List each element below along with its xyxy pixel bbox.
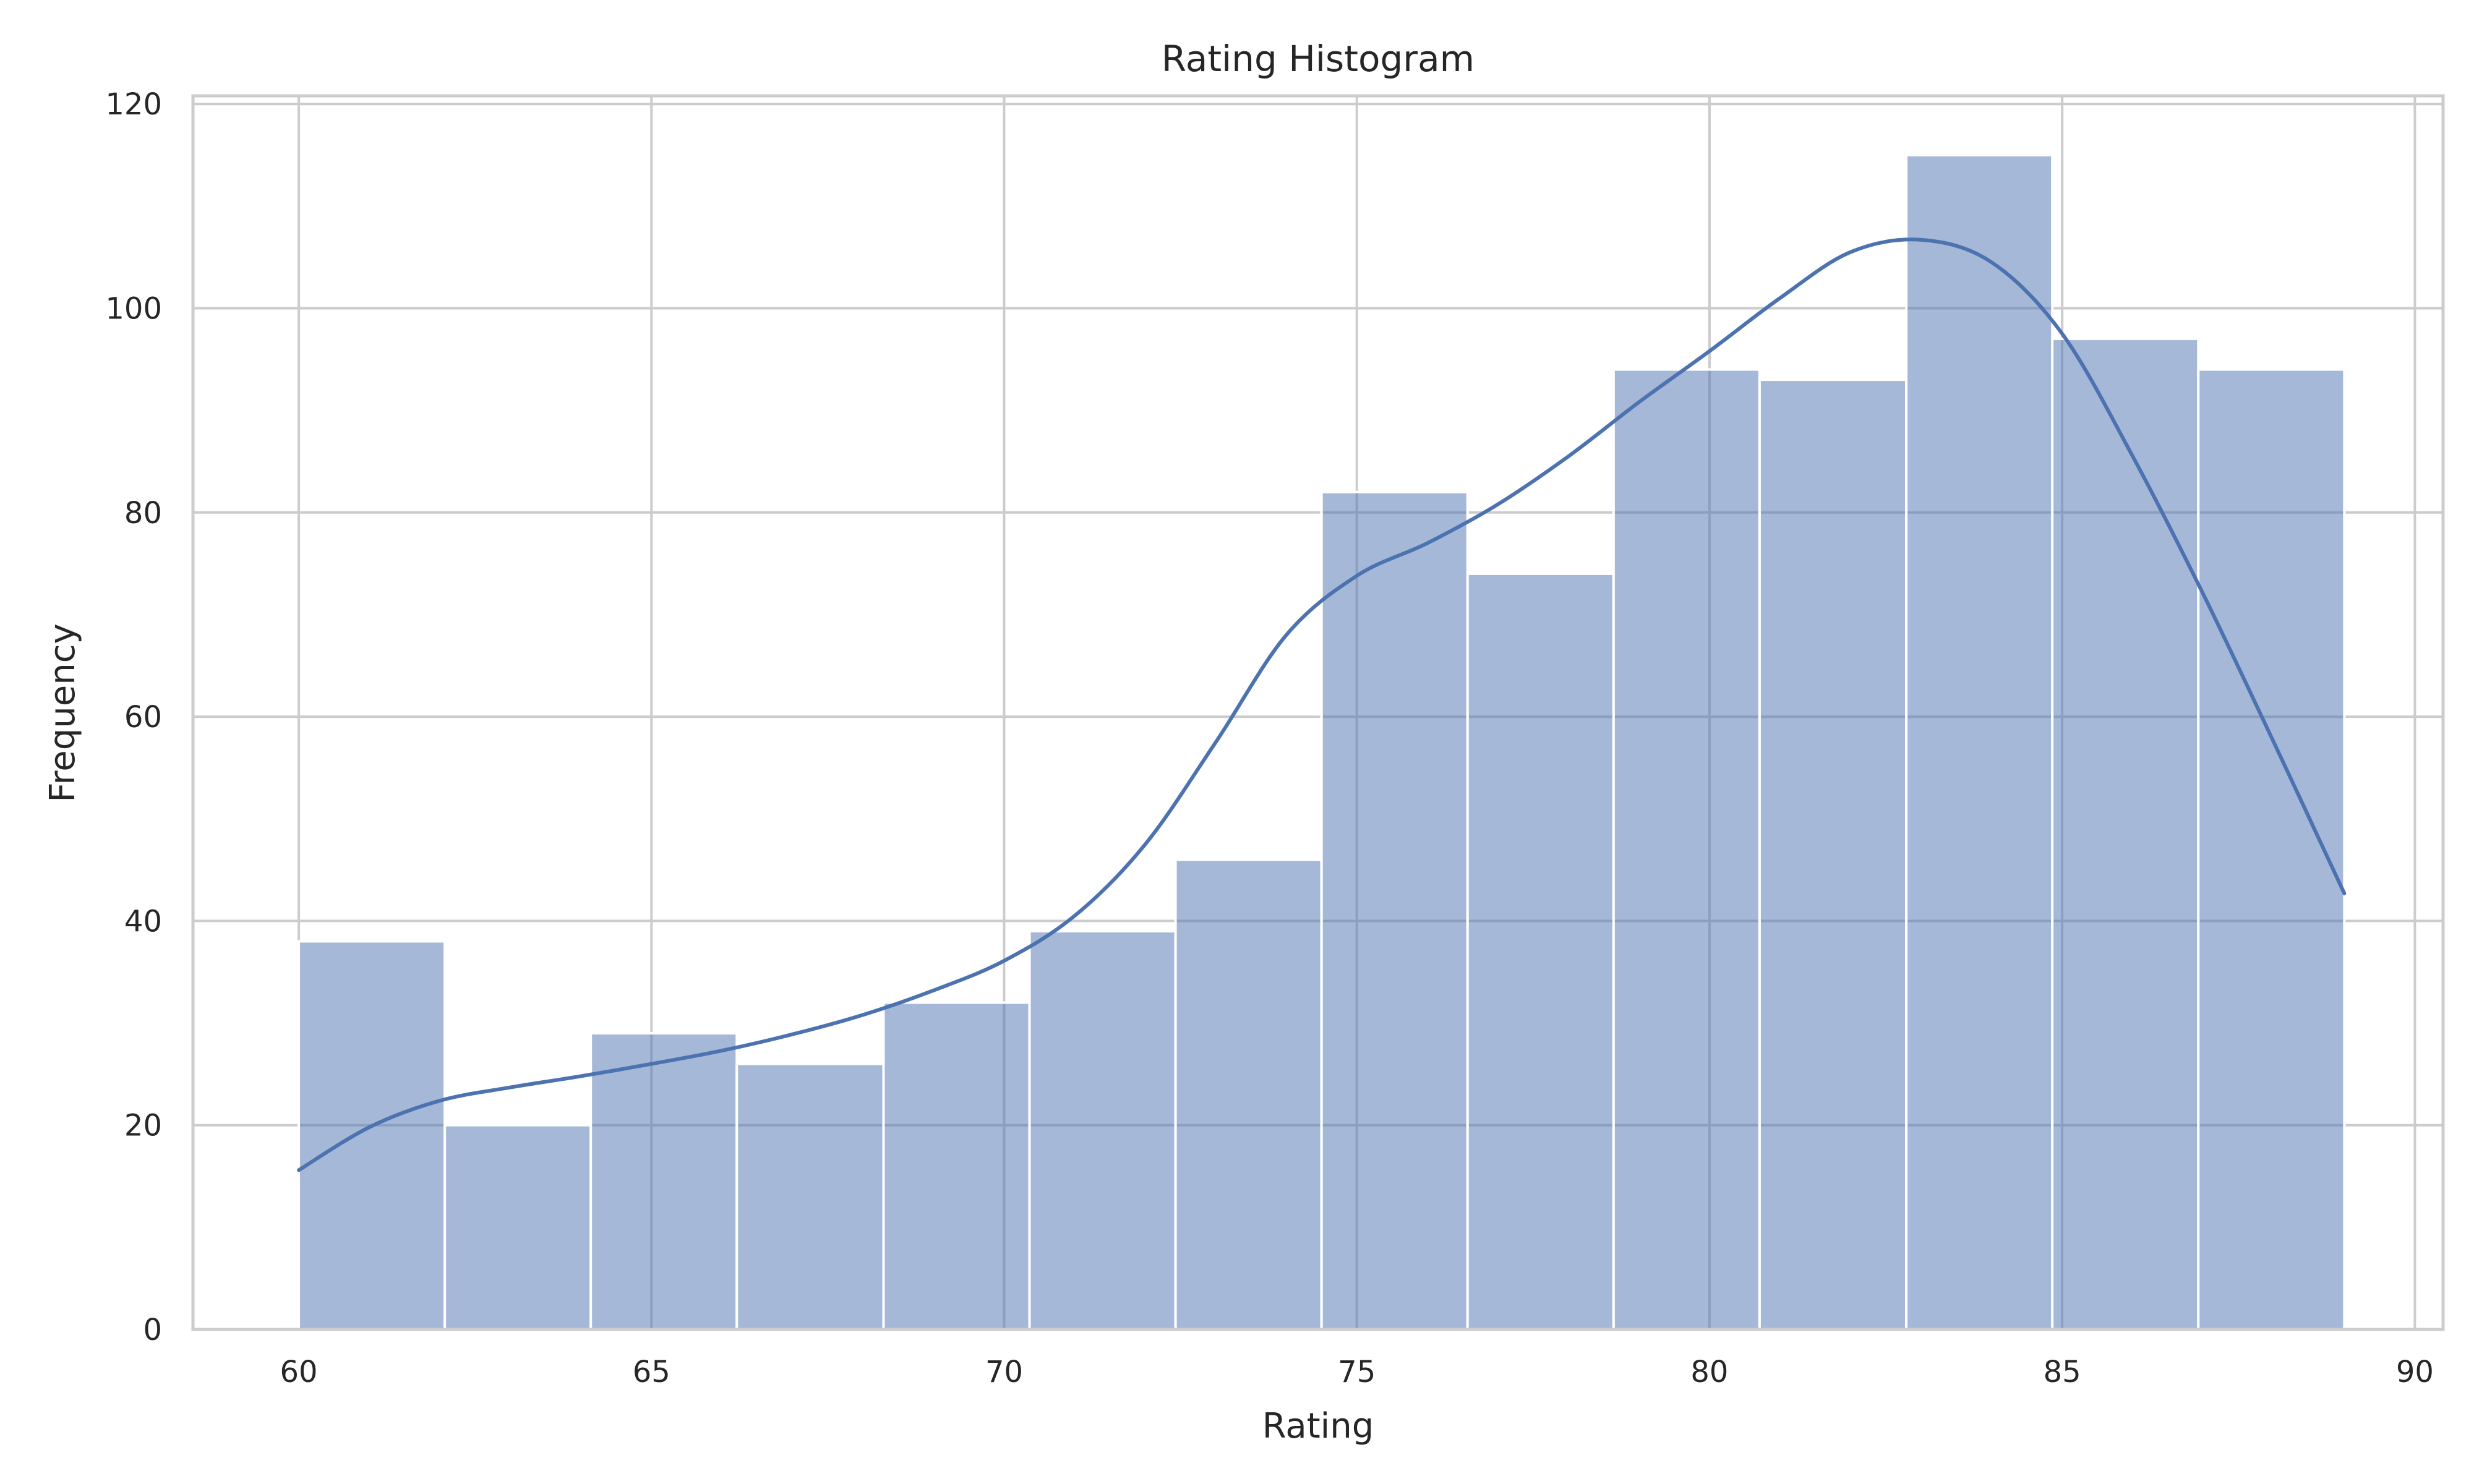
histogram-bar xyxy=(443,1124,593,1331)
chart-title: Rating Histogram xyxy=(1162,38,1475,80)
x-tick-label: 70 xyxy=(985,1355,1023,1389)
histogram-bar xyxy=(2051,338,2200,1331)
y-axis-label: Frequency xyxy=(43,623,83,802)
histogram-bar xyxy=(589,1032,738,1331)
plot-frame xyxy=(191,94,2445,1331)
x-tick-label: 65 xyxy=(633,1355,670,1389)
x-tick-label: 85 xyxy=(2044,1355,2081,1389)
histogram-bar xyxy=(1905,153,2054,1331)
histogram-bar xyxy=(735,1062,885,1331)
y-tick-label: 40 xyxy=(124,904,162,939)
kde-layer xyxy=(297,237,2347,1172)
histogram-bar xyxy=(882,1001,1031,1331)
x-tick-label: 80 xyxy=(1690,1355,1728,1389)
histogram-bar xyxy=(1466,572,1615,1331)
y-tick-label: 120 xyxy=(105,87,162,122)
histogram-bar xyxy=(1612,368,1761,1331)
x-axis-ticks: 60 65 70 75 80 85 90 xyxy=(280,1355,2434,1389)
histogram-bar xyxy=(297,940,447,1331)
kde-curve xyxy=(297,237,2347,1172)
x-tick-label: 60 xyxy=(280,1355,318,1389)
histogram-bar xyxy=(1174,858,1323,1331)
x-axis-label: Rating xyxy=(1262,1406,1374,1446)
histogram-bar xyxy=(1028,929,1177,1331)
x-tick-label: 90 xyxy=(2396,1355,2434,1389)
y-tick-label: 0 xyxy=(143,1313,162,1347)
y-tick-label: 100 xyxy=(105,292,162,326)
y-axis-ticks: 0 20 40 60 80 100 120 xyxy=(105,87,162,1347)
histogram-bar xyxy=(1320,490,1469,1331)
y-tick-label: 60 xyxy=(124,700,162,735)
histogram-bar xyxy=(1758,378,1908,1331)
histogram-bar xyxy=(2197,368,2346,1331)
y-tick-label: 20 xyxy=(124,1109,162,1143)
y-tick-label: 80 xyxy=(124,496,162,531)
bars-layer xyxy=(297,153,2346,1331)
x-tick-label: 75 xyxy=(1338,1355,1376,1389)
